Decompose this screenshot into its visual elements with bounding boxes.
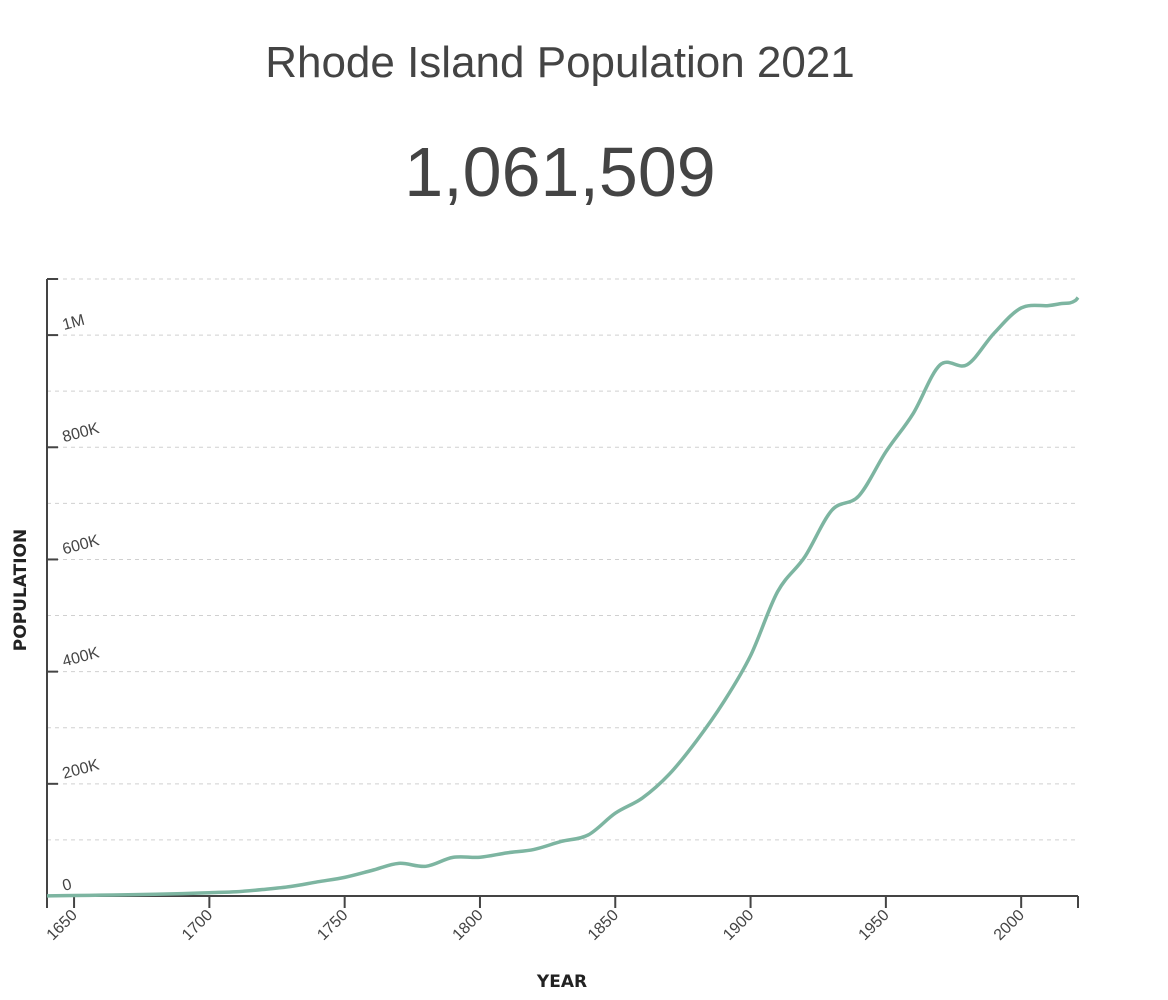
y-tick-label: 800K: [61, 420, 102, 446]
gridlines: [47, 278, 1078, 841]
x-tick-label: 1900: [720, 907, 757, 944]
x-tick-label: 1950: [856, 907, 893, 944]
x-axis: 1650 1700 1750 1800 1850 1900 1950 2000: [44, 895, 1079, 944]
y-tick-label: 600K: [61, 532, 102, 558]
y-tick-label: 200K: [61, 757, 102, 783]
x-axis-title: YEAR: [536, 972, 587, 992]
x-tick-label: 1700: [179, 907, 216, 944]
y-tick-label: 1M: [61, 312, 87, 334]
population-value: 1,061,509: [404, 133, 716, 211]
y-axis: 0 200K 400K 600K 800K 1M: [46, 278, 102, 897]
x-tick-label: 2000: [991, 907, 1028, 944]
y-axis-title: POPULATION: [11, 529, 31, 651]
chart-title: Rhode Island Population 2021: [265, 38, 855, 87]
x-tick-label: 1800: [450, 907, 487, 944]
y-tick-label: 400K: [61, 644, 102, 670]
x-tick-label: 1750: [314, 907, 351, 944]
x-tick-label: 1850: [585, 907, 622, 944]
population-line: [46, 296, 1080, 898]
x-tick-label: 1650: [44, 907, 81, 944]
y-tick-label: 0: [61, 876, 74, 895]
